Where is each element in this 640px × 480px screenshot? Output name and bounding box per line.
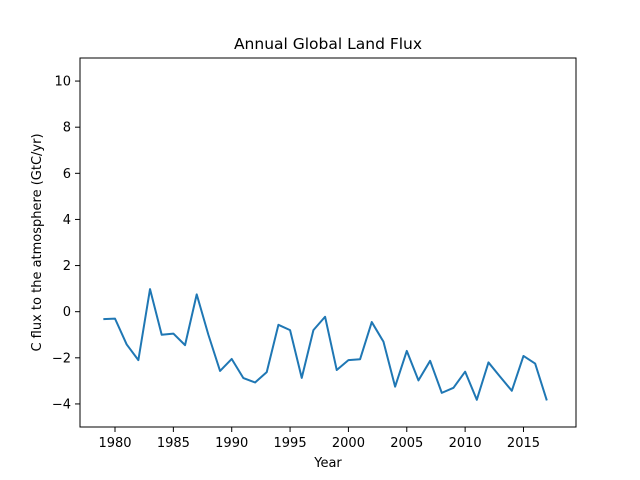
y-axis: −4 −2 0 2 4 6 8 10: [52, 75, 80, 412]
x-axis: 1980 1985 1990 1995 2000 2005 2010 2015: [98, 427, 540, 451]
x-tick-label: 2010: [449, 436, 482, 451]
x-tick-label: 2000: [332, 436, 365, 451]
y-tick-label: 10: [54, 75, 71, 90]
x-tick-label: 2015: [507, 436, 540, 451]
y-tick-label: 2: [63, 259, 71, 274]
y-tick-label: −2: [52, 351, 71, 366]
x-tick-label: 1990: [215, 436, 248, 451]
x-tick-label: 1980: [98, 436, 131, 451]
x-tick-label: 1995: [274, 436, 307, 451]
y-tick-label: 4: [63, 213, 71, 228]
y-tick-label: 0: [63, 305, 71, 320]
plot-frame: [79, 57, 577, 428]
x-tick-label: 1985: [157, 436, 190, 451]
y-tick-label: 8: [63, 121, 71, 136]
y-tick-label: −4: [52, 397, 71, 412]
series-line-0: [103, 288, 548, 401]
y-tick-label: 6: [63, 167, 71, 182]
x-axis-label: Year: [313, 456, 342, 471]
x-tick-label: 2005: [390, 436, 423, 451]
chart-title: Annual Global Land Flux: [234, 35, 422, 53]
series-layer: [103, 288, 548, 401]
y-axis-label: C flux to the atmosphere (GtC/yr): [30, 133, 45, 351]
